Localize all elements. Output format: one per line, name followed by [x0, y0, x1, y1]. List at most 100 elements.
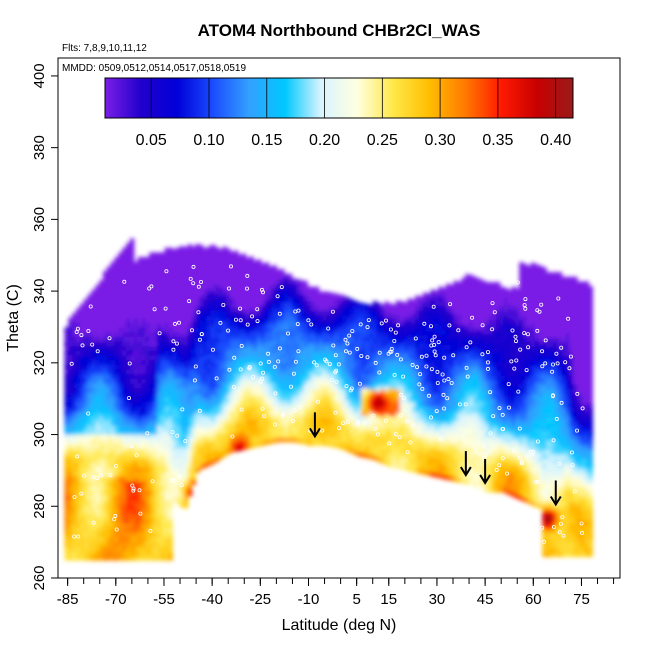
heatmap-cell: [469, 475, 474, 481]
heatmap-cell: [388, 419, 393, 426]
heatmap-cell: [453, 467, 459, 473]
heatmap-cell: [249, 401, 254, 407]
heatmap-cell: [195, 449, 200, 455]
heatmap-cell: [183, 246, 189, 253]
heatmap-cell: [291, 339, 297, 345]
heatmap-cell: [68, 499, 73, 505]
heatmap-cell: [303, 420, 308, 427]
heatmap-cell: [83, 550, 89, 556]
heatmap-cell: [257, 348, 262, 354]
heatmap-cell: [110, 536, 116, 543]
heatmap-cell: [214, 414, 220, 421]
heatmap-cell: [168, 396, 173, 403]
heatmap-cell: [280, 292, 285, 298]
heatmap-cell: [341, 360, 347, 367]
heatmap-cell: [372, 431, 378, 437]
heatmap-cell: [376, 372, 382, 379]
heatmap-cell: [453, 350, 459, 357]
heatmap-cell: [411, 387, 416, 394]
heatmap-cell: [237, 254, 243, 260]
heatmap-cell: [191, 428, 197, 434]
heatmap-cell: [118, 373, 123, 379]
heatmap-cell: [426, 386, 432, 392]
heatmap-cell: [226, 435, 231, 441]
heatmap-cell: [361, 419, 366, 426]
heatmap-cell: [365, 434, 370, 440]
heatmap-cell: [199, 296, 204, 302]
heatmap-cell: [276, 283, 281, 289]
heatmap-cell: [257, 366, 262, 373]
heatmap-cell: [76, 485, 81, 491]
heatmap-cell: [476, 478, 482, 485]
heatmap-cell: [284, 432, 289, 438]
heatmap-cell: [153, 480, 158, 487]
heatmap-cell: [303, 299, 308, 305]
heatmap-cell: [372, 427, 378, 433]
heatmap-cell: [210, 296, 216, 302]
heatmap-cell: [268, 270, 274, 277]
heatmap-cell: [353, 324, 358, 330]
heatmap-cell: [76, 327, 81, 333]
heatmap-cell: [79, 434, 85, 440]
heatmap-cell: [234, 423, 239, 429]
heatmap-cell: [457, 305, 462, 311]
heatmap-cell: [322, 324, 328, 330]
heatmap-cell: [449, 303, 455, 309]
heatmap-cell: [83, 364, 89, 370]
heatmap-cell: [453, 392, 459, 398]
heatmap-cell: [422, 367, 428, 373]
heatmap-cell: [214, 326, 220, 332]
heatmap-cell: [137, 462, 143, 468]
heatmap-cell: [118, 485, 123, 491]
heatmap-cell: [180, 297, 185, 303]
heatmap-cell: [349, 322, 355, 328]
heatmap-cell: [442, 348, 447, 354]
heatmap-cell: [234, 339, 239, 345]
heatmap-cell: [461, 361, 466, 368]
heatmap-cell: [384, 306, 389, 312]
heatmap-cell: [284, 381, 289, 387]
heatmap-cell: [226, 439, 231, 446]
heatmap-cell: [426, 456, 432, 462]
heatmap-cell: [156, 490, 162, 496]
heatmap-cell: [126, 429, 131, 435]
heatmap-cell: [307, 323, 312, 330]
heatmap-cell: [149, 359, 154, 365]
heatmap-cell: [457, 351, 462, 357]
heatmap-cell: [261, 310, 266, 316]
heatmap-cell: [103, 382, 108, 389]
heatmap-cell: [365, 402, 370, 408]
heatmap-cell: [141, 364, 146, 370]
heatmap-cell: [114, 485, 119, 491]
heatmap-cell: [442, 460, 447, 466]
heatmap-cell: [160, 499, 166, 505]
heatmap-cell: [110, 490, 116, 496]
heatmap-cell: [284, 297, 289, 303]
heatmap-cell: [187, 365, 193, 371]
heatmap-cell: [357, 395, 362, 401]
heatmap-cell: [434, 313, 439, 320]
heatmap-cell: [141, 504, 146, 510]
heatmap-cell: [122, 546, 127, 552]
heatmap-cell: [461, 291, 466, 298]
heatmap-cell: [245, 425, 250, 431]
heatmap-cell: [95, 490, 100, 496]
heatmap-cell: [472, 300, 478, 306]
heatmap-cell: [314, 333, 320, 339]
heatmap-cell: [187, 332, 193, 339]
heatmap-cell: [68, 513, 73, 519]
heatmap-cell: [183, 498, 189, 504]
heatmap-cell: [103, 550, 108, 556]
heatmap-cell: [338, 350, 343, 356]
heatmap-cell: [403, 362, 408, 369]
heatmap-cell: [114, 527, 119, 533]
heatmap-cell: [156, 471, 162, 477]
heatmap-cell: [230, 414, 235, 421]
heatmap-cell: [191, 307, 197, 313]
heatmap-cell: [180, 288, 185, 294]
heatmap-cell: [253, 400, 258, 406]
heatmap-cell: [160, 527, 166, 533]
heatmap-cell: [322, 366, 328, 372]
heatmap-cell: [453, 294, 459, 301]
heatmap-cell: [253, 409, 258, 415]
